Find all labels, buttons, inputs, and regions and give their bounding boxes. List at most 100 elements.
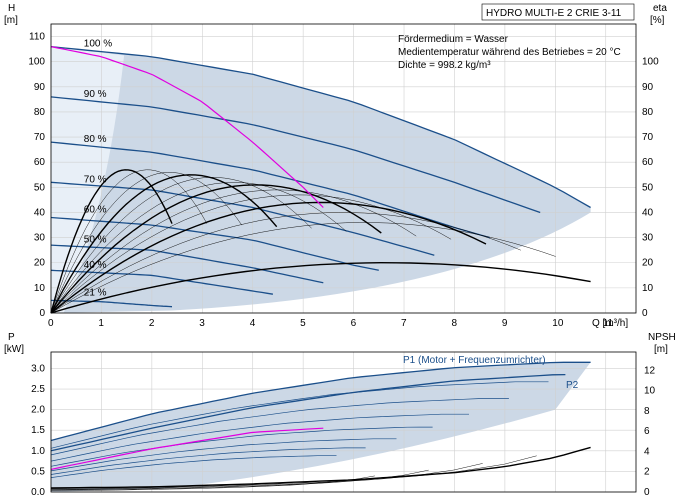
x-tick-label-0: 0 xyxy=(48,318,54,329)
info-line-density: Dichte = 998.2 kg/m³ xyxy=(398,60,491,71)
x-tick-label-1: 1 xyxy=(98,318,104,329)
bottom-left-axis-unit: [kW] xyxy=(4,344,24,355)
top-right-tick-3: 30 xyxy=(642,233,654,244)
top-right-tick-9: 90 xyxy=(642,82,654,93)
efficiency-curve-9 xyxy=(50,201,487,314)
speed-label-7: 21 % xyxy=(84,287,107,298)
speed-label-1: 90 % xyxy=(84,89,107,100)
bottom-left-tick-2: 1.0 xyxy=(31,446,45,457)
series-label-p1: P1 (Motor + Frequenzumrichter) xyxy=(403,355,546,366)
top-right-axis-label: eta xyxy=(653,3,667,14)
npsh-curve xyxy=(50,446,591,489)
bottom-right-tick-2: 4 xyxy=(644,446,650,457)
head-curve-21pct xyxy=(50,299,173,308)
efficiency-curve-11 xyxy=(50,222,556,314)
efficiency-curve-2 xyxy=(50,172,242,314)
top-left-tick-10: 100 xyxy=(28,57,45,68)
top-right-tick-1: 10 xyxy=(642,283,654,294)
top-left-tick-7: 70 xyxy=(34,132,46,143)
top-right-tick-4: 40 xyxy=(642,207,654,218)
head-curve-100pct xyxy=(50,45,591,209)
bottom-left-tick-4: 2.0 xyxy=(31,405,45,416)
max-power-curve xyxy=(50,46,324,208)
efficiency-curve-10 xyxy=(50,212,521,314)
x-tick-label-5: 5 xyxy=(300,318,306,329)
top-left-tick-1: 10 xyxy=(34,283,46,294)
power-curve-speed-0 xyxy=(50,381,549,449)
power-curve-p1 xyxy=(50,361,591,442)
bottom-left-tick-0: 0.0 xyxy=(31,487,45,498)
bottom-plot-frame xyxy=(50,351,637,493)
speed-label-4: 60 % xyxy=(84,204,107,215)
npsh-curve-speed-2 xyxy=(50,469,429,491)
power-curve-speed-3 xyxy=(50,426,433,467)
x-tick-label-6: 6 xyxy=(351,318,357,329)
bottom-right-axis-label: NPSH xyxy=(648,332,676,343)
series-label-p2: P2 xyxy=(566,380,579,391)
top-right-tick-10: 100 xyxy=(642,57,659,68)
npsh-curve-speed-3 xyxy=(51,475,375,491)
head-curve-40pct xyxy=(50,269,274,295)
bottom-right-tick-6: 12 xyxy=(644,365,656,376)
top-right-tick-8: 80 xyxy=(642,107,654,118)
power-curve-speed-6 xyxy=(50,455,337,478)
info-line-medium: Fördermedium = Wasser xyxy=(398,34,509,45)
top-left-tick-0: 0 xyxy=(39,308,45,319)
power-curve-speed-1 xyxy=(50,398,509,456)
title-box xyxy=(481,3,635,21)
axes: 0 1 2 3 4 5 6 7 8 9 10 1101020304050607080901001100… xyxy=(28,3,659,498)
speed-label-5: 50 % xyxy=(84,235,107,246)
top-left-tick-4: 40 xyxy=(34,207,46,218)
x-tick-label-7: 7 xyxy=(401,318,407,329)
bottom-right-tick-1: 2 xyxy=(644,467,650,478)
bottom-operating-range xyxy=(51,362,591,492)
x-tick-label-8: 8 xyxy=(451,318,457,329)
bottom-left-tick-1: 0.5 xyxy=(31,466,45,477)
efficiency-curve-1 xyxy=(50,169,208,314)
performance-curves: 100 % 90 % 80 % 70 % 60 % 50 % 40 % 21 % xyxy=(50,39,591,491)
top-left-tick-2: 20 xyxy=(34,258,46,269)
bottom-left-tick-6: 3.0 xyxy=(31,363,45,374)
top-left-tick-5: 50 xyxy=(34,182,46,193)
speed-label-3: 70 % xyxy=(84,174,107,185)
efficiency-curve-4 xyxy=(50,177,312,314)
efficiency-curve-0 xyxy=(50,169,173,314)
bottom-right-axis-unit: [m] xyxy=(654,344,668,355)
info-line-temperature: Medientemperatur während des Betriebes =… xyxy=(398,47,621,58)
top-left-tick-3: 30 xyxy=(34,233,46,244)
efficiency-curve-5 xyxy=(50,182,347,314)
head-curve-90pct xyxy=(50,96,541,214)
speed-label-2: 80 % xyxy=(84,134,107,145)
x-tick-label-11: 11 xyxy=(603,318,614,329)
power-curve-speed-5 xyxy=(50,447,366,475)
top-right-tick-7: 70 xyxy=(642,132,654,143)
top-plot-frame xyxy=(50,23,637,314)
speed-label-0: 100 % xyxy=(84,39,112,50)
top-right-tick-2: 20 xyxy=(642,258,654,269)
x-tick-label-9: 9 xyxy=(502,318,508,329)
bottom-right-tick-4: 8 xyxy=(644,406,650,417)
power-curve-p2 xyxy=(50,373,566,452)
top-left-axis-label: H xyxy=(8,3,15,14)
bottom-left-tick-3: 1.5 xyxy=(31,425,45,436)
chart-title: HYDRO MULTI-E 2 CRIE 3-11 xyxy=(486,8,622,19)
top-left-tick-11: 110 xyxy=(29,32,45,43)
top-left-tick-8: 80 xyxy=(34,107,46,118)
bottom-right-tick-3: 6 xyxy=(644,426,650,437)
power-curve-speed-4 xyxy=(50,438,397,472)
top-right-tick-6: 60 xyxy=(642,157,654,168)
x-tick-label-2: 2 xyxy=(149,318,155,329)
bottom-left-axis-label: P xyxy=(8,332,15,343)
top-left-tick-9: 90 xyxy=(34,82,46,93)
top-left-axis-unit: [m] xyxy=(4,15,18,26)
efficiency-curve-3 xyxy=(50,174,278,314)
bottom-right-tick-0: 0 xyxy=(644,487,650,498)
x-tick-label-10: 10 xyxy=(552,318,564,329)
head-curve-80pct xyxy=(50,141,490,239)
top-right-tick-0: 0 xyxy=(642,308,648,319)
efficiency-curve-6 xyxy=(50,184,382,314)
power-curve-speed-2 xyxy=(50,413,469,462)
bottom-right-tick-5: 10 xyxy=(644,386,656,397)
npsh-curve-speed-1 xyxy=(50,463,483,490)
